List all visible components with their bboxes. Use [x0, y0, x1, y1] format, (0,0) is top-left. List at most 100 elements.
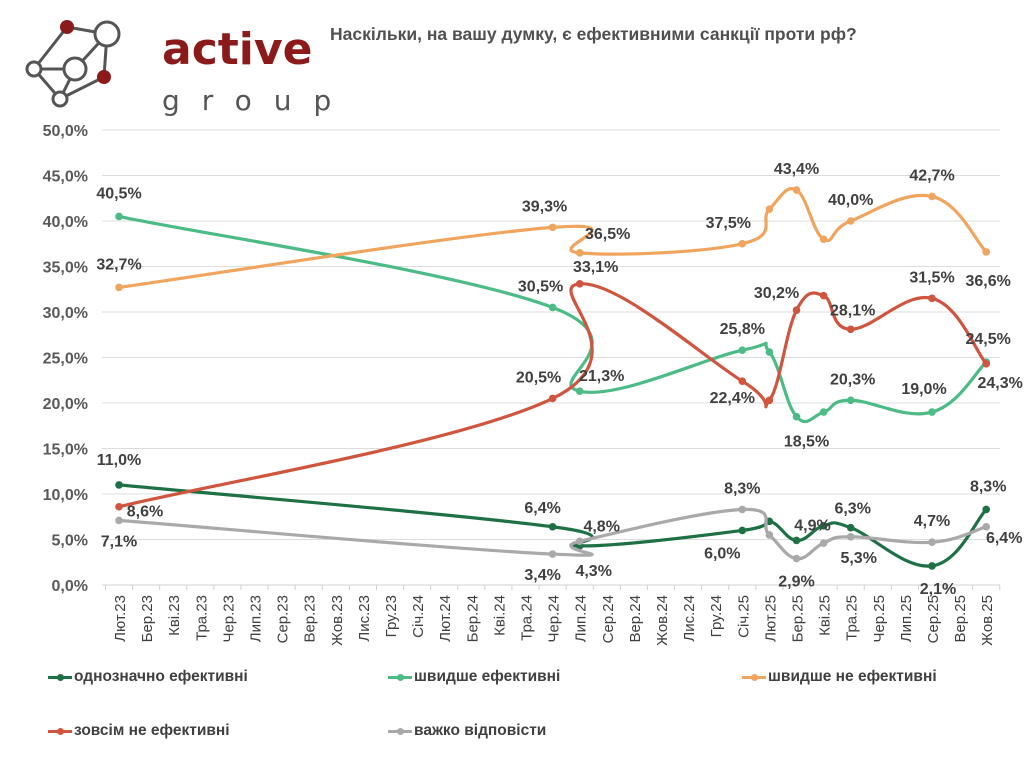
data-label: 21,3%	[579, 368, 624, 385]
x-tick-label: Бер.25	[790, 595, 807, 642]
brand-name: active	[162, 24, 313, 75]
data-point	[846, 523, 855, 532]
legend-swatch	[388, 727, 412, 735]
data-label: 30,2%	[754, 285, 799, 302]
y-tick-label: 30,0%	[43, 305, 88, 322]
data-point	[846, 217, 855, 225]
x-tick-label: Гру.24	[708, 595, 725, 637]
data-point	[575, 249, 584, 257]
y-tick-label: 15,0%	[43, 442, 88, 459]
series-line	[117, 282, 988, 509]
data-label: 4,7%	[914, 513, 950, 530]
data-label: 19,0%	[901, 381, 946, 398]
data-point	[928, 192, 936, 201]
y-tick-label: 35,0%	[43, 260, 88, 277]
data-point	[765, 205, 774, 213]
x-tick-label: Жов.23	[329, 595, 346, 646]
x-tick-label: Тра.24	[519, 595, 536, 641]
data-point	[982, 522, 990, 531]
y-tick-label: 25,0%	[43, 351, 88, 368]
data-label: 4,8%	[583, 518, 619, 535]
data-point	[765, 396, 774, 405]
data-point	[575, 387, 584, 395]
data-point	[982, 248, 990, 256]
data-point	[928, 294, 936, 303]
series-line	[117, 187, 988, 290]
x-tick-label: Чер.24	[546, 595, 563, 643]
data-point	[792, 412, 801, 421]
data-point	[115, 516, 123, 525]
data-label: 8,6%	[127, 504, 163, 521]
x-tick-label: Лип.24	[573, 595, 590, 642]
data-point	[115, 283, 123, 292]
data-label: 36,5%	[585, 226, 630, 243]
data-point	[846, 396, 855, 405]
data-label: 24,5%	[966, 331, 1011, 348]
x-tick-label: Січ.24	[410, 595, 427, 638]
x-tick-label: Сер.25	[925, 595, 942, 643]
data-point	[982, 505, 990, 514]
y-tick-label: 10,0%	[43, 487, 88, 504]
brand-subname: group	[162, 84, 354, 117]
x-tick-label: Вер.25	[952, 595, 969, 643]
data-point	[738, 526, 747, 535]
x-tick-label: Гру.23	[383, 595, 400, 637]
legend-item-rather-not-effective: швидше не ефективні	[742, 668, 937, 686]
data-label: 31,5%	[909, 269, 954, 286]
data-label: 20,3%	[830, 371, 875, 388]
legend-item-not-effective-at-all: зовсім не ефективні	[48, 722, 230, 740]
data-point	[738, 346, 747, 355]
data-point	[792, 186, 801, 194]
y-tick-label: 40,0%	[43, 214, 88, 231]
y-tick-label: 5,0%	[52, 533, 88, 550]
data-label: 33,1%	[573, 259, 618, 276]
data-labels: 11,0% 6,4% 4,3% 6,0% 4,9%6,3% 2,1% 8,3% 40,5% 30…	[96, 161, 1023, 598]
x-tick-label: Чер.25	[871, 595, 888, 643]
data-label: 22,4%	[710, 390, 755, 407]
data-label: 3,4%	[524, 567, 560, 584]
x-tick-label: Сер.24	[600, 595, 617, 643]
data-point	[819, 408, 828, 416]
data-label: 6,3%	[834, 501, 870, 518]
data-label: 6,4%	[524, 500, 560, 517]
data-point	[819, 291, 828, 300]
data-point	[792, 536, 801, 545]
x-tick-label: Січ.25	[735, 595, 752, 638]
data-label: 24,3%	[978, 375, 1023, 392]
x-tick-label: Лип.25	[898, 595, 915, 642]
legend-item-definitely-effective: однозначно ефективні	[48, 668, 248, 686]
data-point	[928, 408, 936, 416]
data-label: 2,9%	[778, 574, 814, 591]
legend-swatch	[742, 673, 766, 681]
data-point	[548, 303, 557, 312]
data-point	[792, 306, 801, 314]
data-point	[738, 377, 747, 385]
x-tick-label: Лют.23	[112, 595, 129, 642]
data-point	[548, 394, 557, 403]
data-point	[765, 348, 774, 356]
legend-item-hard-to-answer: важко відповісти	[388, 722, 546, 740]
data-point	[548, 550, 557, 558]
data-label: 8,3%	[724, 480, 760, 497]
x-tick-label: Лис.23	[356, 595, 373, 642]
y-tick-label: 50,0%	[43, 123, 88, 140]
legend-swatch	[388, 673, 412, 681]
data-label: 6,0%	[704, 545, 740, 562]
x-tick-label: Лют.25	[762, 595, 779, 642]
series-line	[117, 507, 988, 561]
data-label: 4,9%	[794, 517, 830, 534]
x-tick-label: Тра.25	[844, 595, 861, 641]
data-label: 42,7%	[909, 167, 954, 184]
x-tick-label: Лис.24	[681, 595, 698, 642]
x-tick-label: Чер.23	[220, 595, 237, 643]
x-tick-label: Кві.25	[817, 595, 834, 636]
data-point	[846, 532, 855, 541]
x-tick-label: Сер.23	[275, 595, 292, 643]
data-label: 11,0%	[97, 452, 141, 469]
legend-swatch	[48, 727, 72, 735]
data-point	[575, 279, 584, 288]
data-point	[115, 212, 123, 221]
series-lines	[115, 186, 990, 570]
chart-title: Наскільки, на вашу думку, є ефективними …	[330, 24, 857, 44]
